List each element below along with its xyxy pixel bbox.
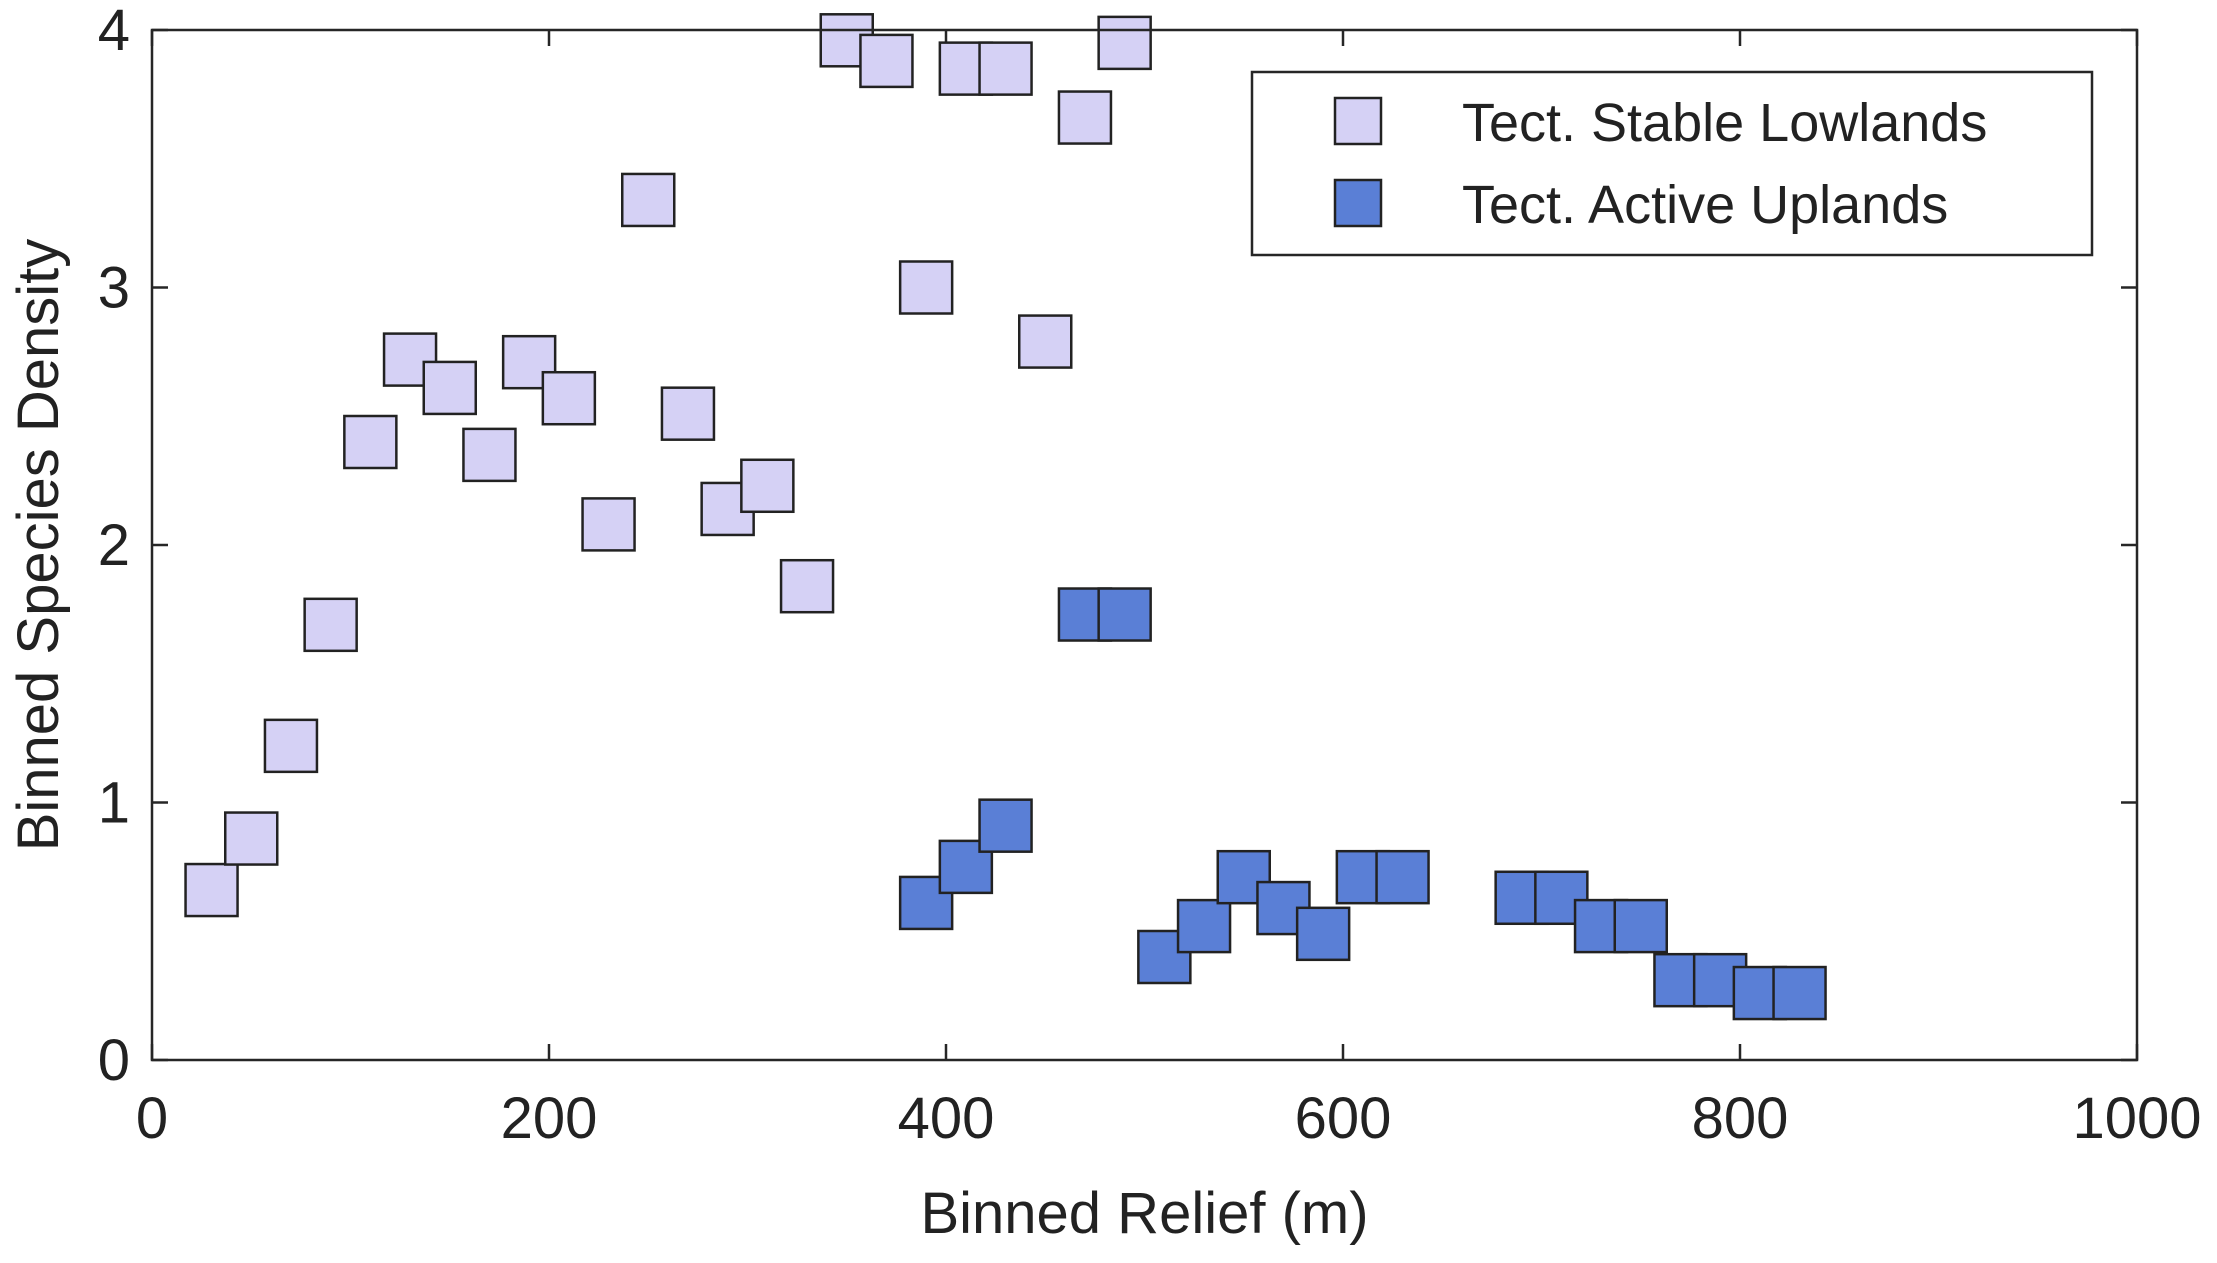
data-point xyxy=(303,597,358,653)
x-tick-label: 600 xyxy=(1295,1086,1392,1151)
x-tick-label: 0 xyxy=(136,1086,168,1151)
data-point xyxy=(898,260,954,315)
x-tick-label: 800 xyxy=(1692,1086,1789,1151)
data-point xyxy=(541,370,597,426)
data-point xyxy=(581,497,636,552)
data-point xyxy=(1097,15,1152,71)
y-tick-label: 3 xyxy=(98,256,130,321)
data-point xyxy=(740,458,795,514)
series-0 xyxy=(184,13,1152,918)
legend-box xyxy=(1250,70,2094,257)
data-point xyxy=(1176,898,1232,954)
data-point xyxy=(1613,898,1668,954)
legend-marker-active-uplands xyxy=(1333,178,1383,228)
data-point xyxy=(1772,965,1827,1021)
y-tick-label: 4 xyxy=(98,0,130,63)
plot-frame xyxy=(150,28,2139,1062)
legend-label-active-uplands: Tect. Active Uplands xyxy=(1462,175,1948,235)
x-tick-label: 1000 xyxy=(2072,1086,2201,1151)
legend-label-stable-lowlands: Tect. Stable Lowlands xyxy=(1462,93,1987,153)
data-point xyxy=(1057,90,1113,145)
data-point xyxy=(898,875,954,931)
data-point xyxy=(1534,870,1589,926)
data-point xyxy=(1097,587,1152,642)
x-tick-label: 400 xyxy=(898,1086,995,1151)
x-axis-title: Binned Relief (m) xyxy=(920,1181,1368,1246)
legend: Tect. Stable Lowlands Tect. Active Uplan… xyxy=(1250,70,2094,257)
y-axis-title: Binned Species Density xyxy=(6,239,71,852)
data-point xyxy=(1375,849,1430,905)
axis-ticks: 0 200 400 600 800 1000 0 1 2 3 4 xyxy=(98,0,2202,1151)
data-point xyxy=(184,862,239,918)
data-point xyxy=(263,718,319,774)
y-tick-label: 1 xyxy=(98,771,130,836)
data-point xyxy=(978,798,1033,853)
data-point xyxy=(1018,314,1073,369)
data-point xyxy=(343,414,398,470)
data-point xyxy=(859,33,914,89)
legend-marker-stable-lowlands xyxy=(1333,96,1383,146)
data-point xyxy=(978,41,1033,96)
data-point xyxy=(1295,906,1351,962)
data-point xyxy=(422,360,477,416)
data-point xyxy=(660,386,716,441)
series-1 xyxy=(898,587,1827,1021)
y-tick-label: 2 xyxy=(98,513,130,578)
y-tick-label: 0 xyxy=(98,1028,130,1093)
x-tick-label: 200 xyxy=(501,1086,598,1151)
data-point xyxy=(462,427,517,483)
data-point xyxy=(224,811,279,866)
data-point xyxy=(779,558,835,614)
data-point xyxy=(621,172,676,228)
data-series xyxy=(184,13,1827,1021)
